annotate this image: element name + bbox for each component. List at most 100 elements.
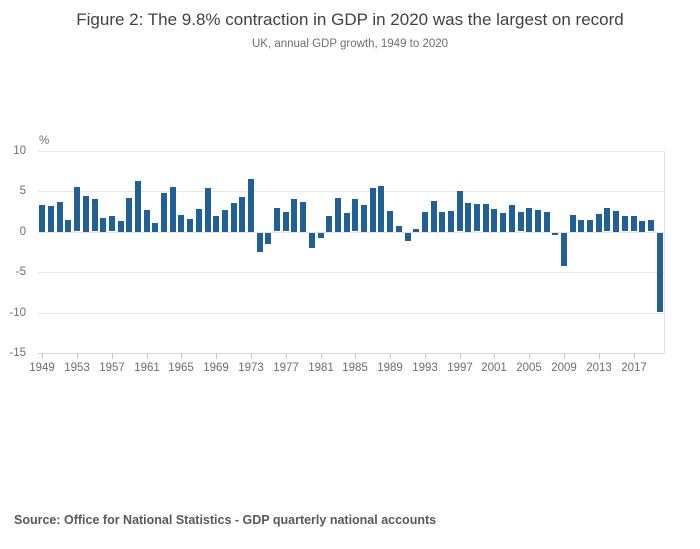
bar-1977 bbox=[283, 212, 289, 231]
bar-1981 bbox=[318, 233, 324, 238]
bar-1963 bbox=[161, 193, 167, 232]
x-tick-mark-2013 bbox=[598, 354, 600, 359]
x-tick-mark-2005 bbox=[528, 354, 530, 359]
bar-2017 bbox=[631, 216, 637, 231]
bar-1970 bbox=[222, 210, 228, 232]
x-tick-label-2005: 2005 bbox=[516, 362, 542, 374]
bar-1995 bbox=[439, 212, 445, 232]
bar-2016 bbox=[622, 216, 628, 231]
bar-2019 bbox=[648, 220, 654, 231]
bar-2020 bbox=[657, 233, 663, 312]
gridline--10 bbox=[38, 313, 665, 314]
x-axis-line bbox=[38, 353, 665, 354]
bar-1972 bbox=[239, 197, 245, 232]
x-tick-label-1969: 1969 bbox=[203, 362, 229, 374]
bar-1951 bbox=[57, 202, 63, 232]
bar-1984 bbox=[344, 213, 350, 232]
gridline-10 bbox=[38, 151, 665, 152]
x-tick-label-1989: 1989 bbox=[377, 362, 403, 374]
bar-1953 bbox=[74, 187, 80, 231]
x-tick-mark-1973 bbox=[250, 354, 252, 359]
x-tick-mark-1965 bbox=[180, 354, 182, 359]
y-tick-label--15: -15 bbox=[9, 347, 26, 359]
bar-1968 bbox=[205, 188, 211, 232]
bar-1979 bbox=[300, 202, 306, 232]
x-tick-label-1957: 1957 bbox=[99, 362, 125, 374]
bar-1994 bbox=[431, 201, 437, 232]
x-tick-label-1997: 1997 bbox=[447, 362, 473, 374]
x-tick-mark-1989 bbox=[389, 354, 391, 359]
bar-1990 bbox=[396, 226, 402, 232]
x-tick-label-2001: 2001 bbox=[481, 362, 507, 374]
chart-subtitle: UK, annual GDP growth, 1949 to 2020 bbox=[251, 38, 449, 50]
bar-2003 bbox=[509, 205, 515, 232]
bar-1997 bbox=[457, 191, 463, 231]
bar-1962 bbox=[152, 223, 158, 232]
y-tick-label--10: -10 bbox=[9, 307, 26, 319]
bar-2018 bbox=[639, 221, 645, 232]
y-tick-label-5: 5 bbox=[19, 185, 26, 197]
bar-1974 bbox=[257, 233, 263, 252]
x-tick-label-1961: 1961 bbox=[134, 362, 160, 374]
bar-1973 bbox=[248, 179, 254, 232]
bar-2002 bbox=[500, 213, 506, 232]
bar-1988 bbox=[378, 186, 384, 232]
x-tick-mark-2001 bbox=[493, 354, 495, 359]
x-tick-mark-1953 bbox=[76, 354, 78, 359]
bar-2011 bbox=[578, 220, 584, 232]
bar-1996 bbox=[448, 211, 454, 232]
bar-1961 bbox=[144, 210, 150, 232]
bar-1966 bbox=[187, 219, 193, 232]
bar-2013 bbox=[596, 214, 602, 232]
bar-2015 bbox=[613, 211, 619, 232]
bar-1999 bbox=[474, 204, 480, 231]
bar-2014 bbox=[604, 208, 610, 231]
source-attribution: Source: Office for National Statistics -… bbox=[14, 513, 437, 527]
x-tick-label-2013: 2013 bbox=[586, 362, 612, 374]
bar-1986 bbox=[361, 205, 367, 232]
bar-1980 bbox=[309, 233, 315, 248]
x-tick-label-1977: 1977 bbox=[273, 362, 299, 374]
bar-2004 bbox=[518, 212, 524, 231]
bar-1971 bbox=[231, 203, 237, 232]
bar-1956 bbox=[100, 218, 106, 232]
bar-1967 bbox=[196, 209, 202, 232]
x-tick-label-1985: 1985 bbox=[342, 362, 368, 374]
bar-2001 bbox=[491, 209, 497, 232]
plot-right-border bbox=[664, 151, 665, 353]
bar-2007 bbox=[544, 212, 550, 232]
bar-2010 bbox=[570, 215, 576, 232]
x-tick-label-1973: 1973 bbox=[238, 362, 264, 374]
x-tick-mark-1969 bbox=[215, 354, 217, 359]
y-tick-label-10: 10 bbox=[13, 145, 26, 157]
x-tick-mark-1993 bbox=[424, 354, 426, 359]
bar-1987 bbox=[370, 188, 376, 232]
bar-1960 bbox=[135, 181, 141, 232]
bar-1991 bbox=[405, 233, 411, 241]
x-tick-label-1949: 1949 bbox=[29, 362, 55, 374]
bar-1959 bbox=[126, 198, 132, 232]
x-tick-label-1953: 1953 bbox=[64, 362, 90, 374]
bar-1998 bbox=[465, 203, 471, 232]
bar-1950 bbox=[48, 206, 54, 232]
x-tick-mark-1997 bbox=[459, 354, 461, 359]
bar-2000 bbox=[483, 204, 489, 232]
x-tick-mark-1957 bbox=[111, 354, 113, 359]
x-tick-mark-1985 bbox=[354, 354, 356, 359]
bar-1957 bbox=[109, 216, 115, 231]
x-tick-label-2017: 2017 bbox=[621, 362, 647, 374]
y-axis-unit-label: % bbox=[39, 135, 50, 147]
bar-2012 bbox=[587, 220, 593, 232]
y-tick-label-0: 0 bbox=[19, 226, 26, 238]
bar-1992 bbox=[413, 229, 419, 232]
bar-1978 bbox=[291, 199, 297, 232]
bar-1976 bbox=[274, 208, 280, 231]
y-tick-label--5: -5 bbox=[15, 266, 26, 278]
bar-1982 bbox=[326, 216, 332, 232]
bar-1952 bbox=[65, 220, 71, 232]
x-tick-label-1993: 1993 bbox=[412, 362, 438, 374]
x-tick-mark-1981 bbox=[320, 354, 322, 359]
x-tick-mark-1949 bbox=[41, 354, 43, 359]
x-tick-label-1965: 1965 bbox=[168, 362, 194, 374]
